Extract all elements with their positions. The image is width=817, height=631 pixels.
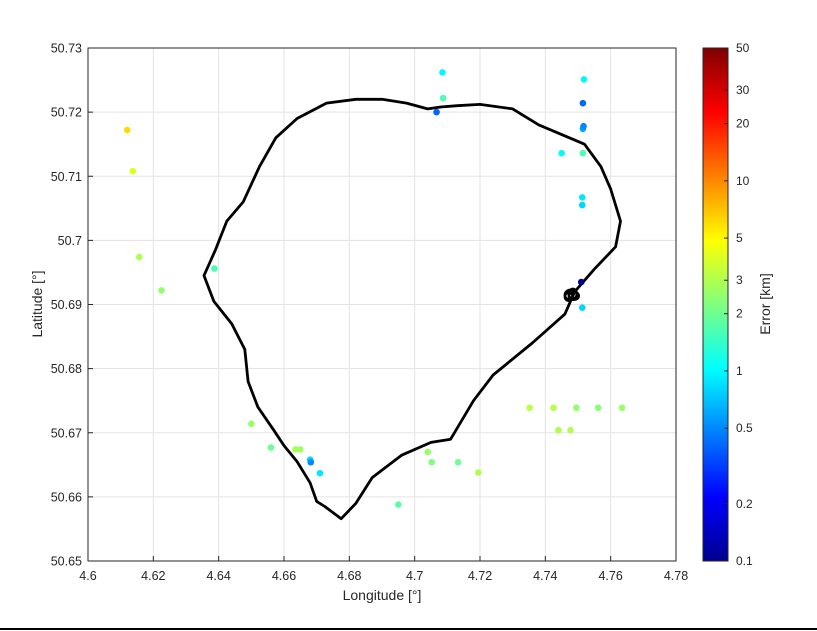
colorbar-tick-label: 10 <box>736 174 750 188</box>
colorbar-tick-label: 5 <box>736 231 743 245</box>
y-tick-label: 50.72 <box>51 106 82 120</box>
scatter-point <box>428 458 435 466</box>
scatter-point <box>433 108 440 116</box>
scatter-point <box>158 287 165 294</box>
scatter-point <box>297 446 304 453</box>
scatter-point <box>454 458 462 466</box>
scatter-point <box>526 404 533 412</box>
x-axis-ticks: 4.6 4.62 4.64 4.66 4.68 4.7 4.72 4.74 4.76 4.78 <box>79 556 688 583</box>
y-tick-label: 50.73 <box>51 42 82 56</box>
scatter-point <box>439 69 446 76</box>
scatter-point <box>580 122 587 130</box>
colorbar-tick-label: 50 <box>736 41 750 55</box>
x-tick-label: 4.76 <box>598 569 622 583</box>
scatter-point <box>395 501 402 508</box>
track-line <box>202 97 622 521</box>
colorbar-tick-label: 3 <box>736 273 743 287</box>
colorbar-ticks: 0.1 0.2 0.5 1 2 3 5 10 20 30 50 <box>724 41 753 568</box>
scatter-points <box>123 69 626 508</box>
x-tick-label: 4.78 <box>664 569 688 583</box>
colorbar-tick-label: 0.1 <box>736 554 753 568</box>
colorbar: 0.1 0.2 0.5 1 2 3 5 10 20 30 50 Error [km] <box>702 41 773 568</box>
scatter-point <box>580 76 588 83</box>
x-tick-label: 4.7 <box>406 569 423 583</box>
colorbar-tick-label: 0.5 <box>736 421 753 435</box>
x-tick-label: 4.62 <box>141 569 165 583</box>
scatter-point <box>577 278 585 286</box>
scatter-point <box>573 404 580 412</box>
colorbar-gradient <box>702 47 729 562</box>
colorbar-tick-label: 30 <box>736 83 750 97</box>
scatter-point <box>424 448 432 456</box>
y-tick-label: 50.71 <box>51 170 82 184</box>
track <box>202 97 622 521</box>
y-tick-label: 50.68 <box>51 362 82 376</box>
scatter-point <box>578 304 586 312</box>
scatter-point <box>550 404 557 412</box>
scatter-point <box>555 426 562 434</box>
x-tick-label: 4.72 <box>468 569 492 583</box>
scatter-point <box>558 149 565 157</box>
y-tick-label: 50.65 <box>51 555 82 569</box>
scatter-point <box>578 194 586 201</box>
x-tick-label: 4.64 <box>206 569 230 583</box>
scatter-point <box>267 444 275 451</box>
y-tick-label: 50.67 <box>51 426 82 440</box>
scatter-point <box>135 253 143 261</box>
y-axis-ticks: 50.65 50.66 50.67 50.68 50.69 50.7 50.71 50.72 5… <box>51 42 93 569</box>
scatter-point <box>292 446 299 453</box>
scatter-point <box>123 126 131 134</box>
scatter-point <box>211 265 218 272</box>
y-tick-label: 50.69 <box>51 298 82 312</box>
x-tick-label: 4.74 <box>533 569 557 583</box>
scatter-point <box>567 426 574 434</box>
scatter-point <box>307 458 315 466</box>
bottom-rule <box>0 628 817 630</box>
x-tick-label: 4.6 <box>79 569 96 583</box>
x-tick-label: 4.66 <box>272 569 296 583</box>
colorbar-tick-label: 0.2 <box>736 497 753 511</box>
y-axis-title: Latitude [°] <box>29 270 45 337</box>
x-axis-title: Longitude [°] <box>343 587 422 603</box>
scatter-point <box>618 404 626 412</box>
colorbar-tick-label: 1 <box>736 364 743 378</box>
scatter-point <box>248 420 255 428</box>
colorbar-title: Error [km] <box>757 273 773 334</box>
colorbar-tick-label: 2 <box>736 307 743 321</box>
scatter-point <box>579 149 587 157</box>
scatter-point <box>316 469 324 477</box>
scatter-point <box>594 404 602 412</box>
scatter-point <box>578 201 586 209</box>
x-tick-label: 4.68 <box>337 569 361 583</box>
y-tick-label: 50.7 <box>58 234 82 248</box>
scatter-point <box>579 99 587 107</box>
colorbar-tick-label: 20 <box>736 117 750 131</box>
scatter-point <box>439 94 447 102</box>
y-tick-label: 50.66 <box>51 490 82 504</box>
scatter-point <box>129 167 137 175</box>
track-loop <box>567 287 579 301</box>
scatter-point <box>475 469 482 476</box>
